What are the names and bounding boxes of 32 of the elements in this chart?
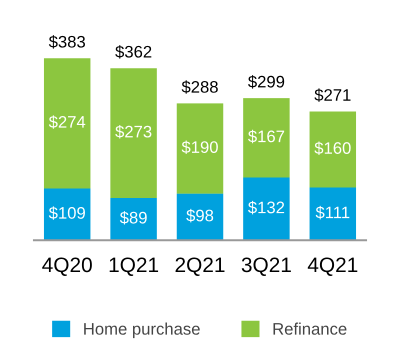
data-label: $109 [48,206,85,220]
bar [176,194,224,240]
bar [44,188,90,240]
x-tick-label: 3Q21 [242,257,291,276]
x-tick-label: 4Q21 [308,257,358,276]
legend-label: Refinance [274,322,346,335]
x-tick-label: 1Q21 [110,257,158,276]
data-label: $273 [115,125,152,139]
bar [310,187,356,240]
total-label: $299 [248,75,284,89]
bar [44,58,90,188]
data-label: $167 [248,130,284,144]
data-label: $89 [120,211,147,225]
total-label: $288 [182,80,218,94]
x-tick-label: 2Q21 [176,257,224,276]
bar [243,178,290,240]
total-label: $362 [115,45,152,59]
data-label: $98 [186,208,214,222]
bar [243,98,290,178]
total-label: $271 [314,88,351,102]
data-label: $190 [182,140,218,154]
total-label: $383 [48,35,86,49]
x-tick-label: 4Q20 [42,257,92,276]
data-label: $111 [316,206,350,220]
bar [110,198,157,240]
bar [310,111,356,188]
data-label: $160 [314,141,351,155]
bar [110,68,157,198]
data-label: $274 [48,115,86,129]
bar [176,103,224,194]
legend-label: Home purchase [84,322,200,338]
data-label: $132 [248,200,284,214]
